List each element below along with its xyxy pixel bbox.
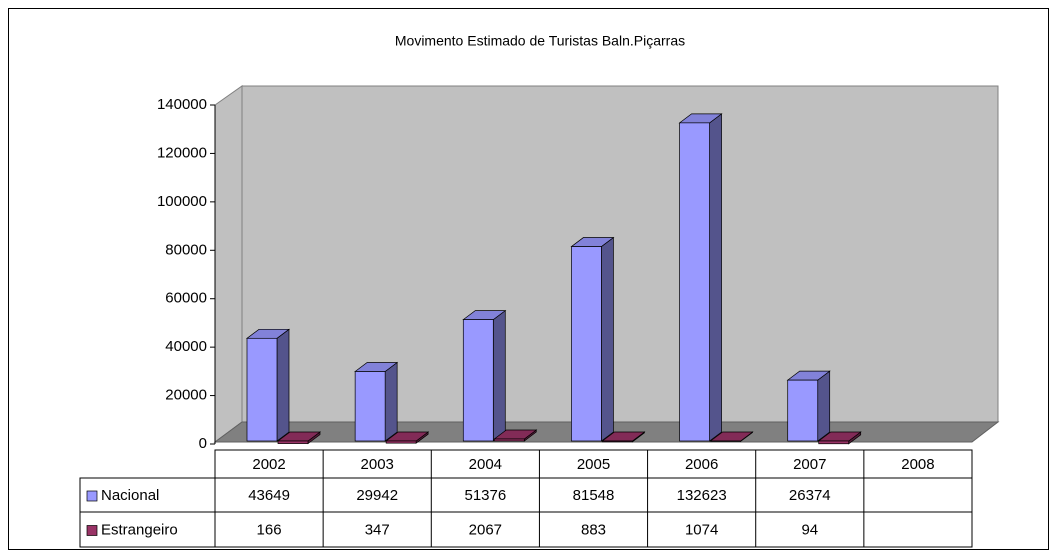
bar-side bbox=[817, 370, 831, 442]
legend-key bbox=[86, 490, 98, 502]
x-tick-label: 2004 bbox=[469, 456, 502, 473]
y-tick-label: 140000 bbox=[157, 96, 207, 113]
bar bbox=[277, 440, 309, 444]
y-tick-label: 20000 bbox=[165, 387, 207, 404]
x-tick-label: 2007 bbox=[793, 456, 826, 473]
bar-side bbox=[709, 113, 722, 442]
bar-side bbox=[276, 328, 290, 442]
x-tick-label: 2003 bbox=[361, 456, 394, 473]
bar bbox=[571, 246, 602, 442]
bar bbox=[493, 438, 525, 442]
y-tick-label: 0 bbox=[199, 435, 207, 452]
chart-title: Movimento Estimado de Turistas Baln.Piça… bbox=[395, 33, 685, 49]
table-value: 51376 bbox=[464, 487, 506, 504]
table-value: 81548 bbox=[573, 487, 615, 504]
side-wall bbox=[214, 85, 243, 443]
table-value: 883 bbox=[581, 521, 606, 538]
bar bbox=[385, 440, 417, 444]
legend-label: Estrangeiro bbox=[101, 521, 178, 538]
bar bbox=[679, 122, 710, 442]
legend-label: Nacional bbox=[101, 487, 159, 504]
bar bbox=[246, 337, 278, 442]
bar bbox=[818, 440, 850, 445]
bar-side bbox=[492, 309, 506, 442]
x-tick-label: 2005 bbox=[577, 456, 610, 473]
bar bbox=[354, 371, 386, 442]
bar-side bbox=[601, 236, 614, 442]
x-tick-label: 2006 bbox=[685, 456, 718, 473]
legend-key bbox=[86, 525, 98, 536]
x-tick-label: 2002 bbox=[252, 456, 285, 473]
table-value: 26374 bbox=[789, 487, 831, 504]
table-value: 29942 bbox=[356, 487, 398, 504]
table-value: 132623 bbox=[677, 487, 727, 504]
table-value: 94 bbox=[801, 521, 818, 538]
y-tick-label: 40000 bbox=[165, 338, 207, 355]
x-tick-label: 2008 bbox=[901, 456, 934, 473]
y-tick-label: 100000 bbox=[157, 193, 207, 210]
table-value: 347 bbox=[365, 521, 390, 538]
y-tick-label: 60000 bbox=[165, 290, 207, 307]
table-value: 166 bbox=[257, 521, 282, 538]
bar-side bbox=[384, 361, 398, 442]
y-tick-label: 120000 bbox=[157, 144, 207, 161]
bar bbox=[462, 319, 494, 442]
table-value: 1074 bbox=[685, 521, 718, 538]
bar bbox=[602, 440, 633, 443]
bar bbox=[787, 379, 819, 442]
y-tick-label: 80000 bbox=[165, 241, 207, 258]
table-value: 2067 bbox=[469, 521, 502, 538]
table-value: 43649 bbox=[248, 487, 290, 504]
